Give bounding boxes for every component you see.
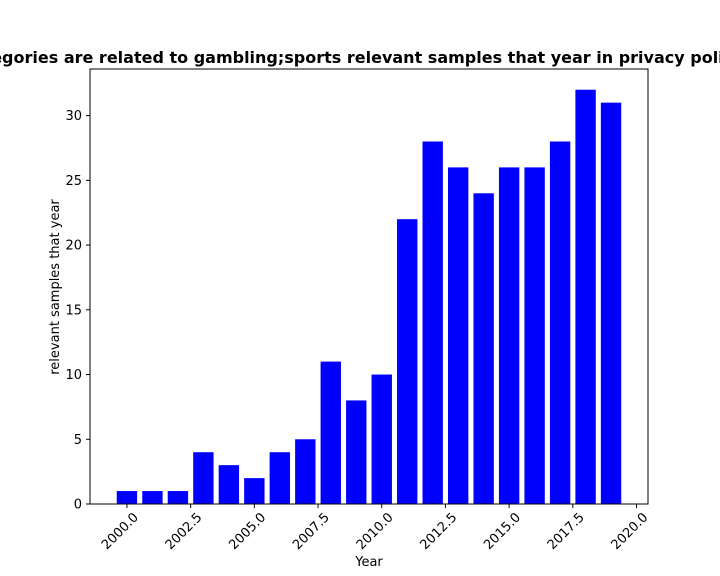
y-tick-label: 25: [65, 174, 82, 189]
bar-2006: [269, 452, 291, 504]
bar-2005: [244, 478, 265, 504]
x-tick-label: 2007.5: [290, 510, 333, 553]
y-axis-ticks: 0 5 10 15 20 25 30: [65, 109, 90, 513]
x-tick-label: 2012.5: [417, 510, 460, 553]
y-tick-label: 5: [74, 433, 82, 448]
y-axis-label: relevant samples that year: [48, 199, 63, 375]
x-tick-label: 2000.0: [99, 510, 142, 553]
bar-2002: [167, 491, 189, 504]
bar-2018: [575, 89, 596, 504]
bar-2015: [498, 167, 520, 504]
x-tick-label: 2002.5: [163, 510, 206, 553]
y-tick-label: 20: [65, 239, 82, 254]
x-tick-label: 2020.0: [609, 510, 652, 553]
y-tick-label: 10: [65, 368, 82, 383]
x-axis-ticks: 2000.0 2002.5 2005.0 2007.5 2010.0 2012.5 2015…: [99, 504, 651, 553]
x-tick-label: 2005.0: [226, 510, 269, 553]
plot-area-frame: [89, 68, 649, 505]
bar-2011: [397, 219, 418, 504]
chart-title: Categories are related to gambling;sport…: [0, 48, 720, 67]
x-tick-label: 2017.5: [545, 510, 588, 553]
bar-2014: [473, 193, 494, 505]
bar-2007: [295, 439, 316, 504]
bar-2017: [549, 141, 571, 504]
bar-2016: [524, 167, 545, 504]
bar-2001: [142, 491, 163, 504]
y-tick-label: 0: [74, 498, 82, 513]
bar-2000: [116, 491, 138, 504]
x-axis-label: Year: [354, 555, 383, 570]
bar-2012: [422, 141, 443, 504]
x-tick-label: 2015.0: [481, 510, 524, 553]
bars-group: [116, 89, 622, 505]
bar-2013: [447, 167, 469, 504]
x-tick-label: 2010.0: [354, 510, 397, 553]
bar-2009: [346, 400, 367, 504]
bar-2008: [320, 361, 341, 504]
y-tick-label: 30: [65, 109, 82, 124]
bar-2019: [600, 102, 622, 505]
y-tick-label: 15: [65, 303, 82, 318]
bar-2004: [218, 465, 240, 504]
bar-2010: [371, 374, 392, 504]
bar-2003: [193, 452, 214, 504]
